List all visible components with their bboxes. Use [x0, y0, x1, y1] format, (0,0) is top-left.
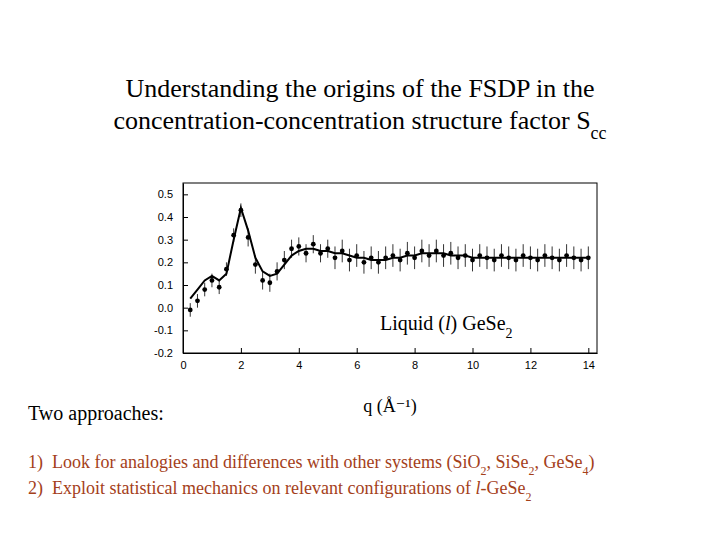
tick-label: 0 [180, 359, 186, 371]
text-run: ) [589, 452, 595, 473]
scatter-series [188, 203, 591, 316]
tick-label: 12 [525, 359, 537, 371]
data-point [210, 278, 215, 283]
tick-mark [183, 194, 188, 195]
tick-label: 0.4 [158, 211, 173, 223]
tick-mark [183, 262, 188, 263]
tick: 10 [467, 348, 479, 371]
subscript: cc [591, 123, 607, 143]
tick: -0.1 [154, 324, 188, 336]
text-run: Liquid ( [380, 312, 445, 335]
tick-label: 0.5 [158, 188, 173, 200]
text-run: , GeSe [535, 452, 583, 472]
axis-line [184, 353, 598, 354]
heading: Two approaches: [28, 402, 164, 425]
data-point [333, 255, 338, 260]
subscript: 2 [506, 326, 513, 341]
tick-mark [183, 353, 188, 354]
tick-mark [241, 348, 242, 353]
text-run: Look for analogies and differences with … [52, 452, 481, 473]
tick-mark [473, 348, 474, 353]
x-axis: 0 2 4 6 8 10 12 14 [180, 348, 597, 371]
tick-label: 10 [467, 359, 479, 371]
tick-label: 6 [354, 359, 360, 371]
tick: 0.1 [158, 279, 188, 291]
plot-frame [183, 183, 597, 353]
tick-mark [530, 348, 531, 353]
text-run: Exploit statistical mechanics on relevan… [52, 478, 475, 498]
text-run: ) GeSe [451, 312, 506, 335]
tick-mark [415, 348, 416, 353]
data-point [362, 260, 367, 265]
tick: 0.5 [158, 188, 188, 200]
tick: 0.0 [158, 302, 188, 314]
tick-label: 0.0 [158, 302, 173, 314]
tick-label: 2 [238, 359, 244, 371]
data-point [347, 258, 352, 263]
tick-mark [183, 285, 188, 286]
tick-label: 0.2 [158, 256, 173, 268]
item-number: 1) [28, 452, 43, 473]
tick-label: 0.1 [158, 279, 173, 291]
title-line: Understanding the origins of the FSDP in… [125, 74, 594, 103]
data-point [188, 308, 193, 313]
y-axis: -0.2 -0.1 0.0 0.1 0.2 0.3 0.4 0.5 [154, 184, 188, 360]
data-line [190, 208, 588, 299]
data-point [304, 251, 309, 256]
axis-line [183, 184, 184, 354]
tick-mark [183, 308, 188, 309]
tick-label: 14 [583, 359, 595, 371]
text-run: -GeSe [480, 478, 525, 498]
tick: -0.2 [154, 347, 188, 359]
data-point [267, 280, 272, 285]
tick: 8 [412, 348, 418, 371]
subscript: 2 [525, 490, 531, 504]
data-point [217, 285, 222, 290]
tick-mark [183, 217, 188, 218]
data-point [202, 287, 207, 292]
tick-mark [299, 348, 300, 353]
text-run: Understanding the origins of the FSDP in… [125, 74, 594, 103]
tick: 14 [583, 348, 595, 371]
tick-mark [183, 240, 188, 241]
data-point [296, 244, 301, 249]
item-text: Exploit statistical mechanics on relevan… [52, 478, 531, 504]
data-point [260, 278, 265, 283]
item-number: 2) [28, 478, 43, 499]
tick: 2 [238, 348, 244, 371]
tick-label: 4 [296, 359, 302, 371]
tick-label: 8 [412, 359, 418, 371]
tick-label: 0.3 [158, 234, 173, 246]
tick: 0.3 [158, 234, 188, 246]
plot-area [188, 203, 591, 316]
text-run: concentration-concentration structure fa… [113, 106, 590, 135]
data-point [311, 242, 316, 247]
tick: 6 [354, 348, 360, 371]
annotation: Liquid (l) GeSe2 [380, 312, 513, 341]
tick: 0.2 [158, 256, 188, 268]
item-text: Look for analogies and differences with … [52, 452, 595, 478]
slide: Understanding the origins of the FSDP in… [0, 0, 720, 540]
tick: 4 [296, 348, 302, 371]
title-line: concentration-concentration structure fa… [113, 106, 606, 143]
tick-mark [183, 330, 188, 331]
tick-label: -0.2 [154, 347, 173, 359]
tick-mark [357, 348, 358, 353]
tick: 12 [525, 348, 537, 371]
data-point [289, 246, 294, 251]
text-run: , SiSe [487, 452, 529, 472]
tick-mark [588, 348, 589, 353]
data-point [195, 298, 200, 303]
x-axis-title: q (Å⁻¹) [363, 396, 416, 417]
tick: 0.4 [158, 211, 188, 223]
tick-label: -0.1 [154, 324, 173, 336]
